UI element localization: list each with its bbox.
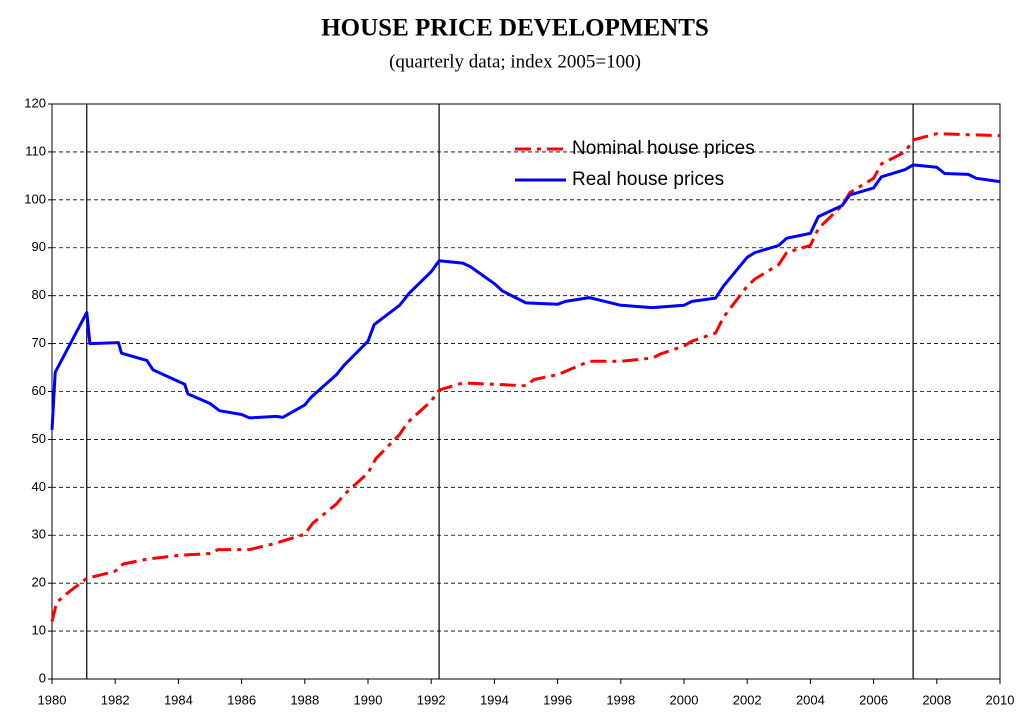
chart-title: HOUSE PRICE DEVELOPMENTS: [321, 15, 709, 42]
y-tick-label: 80: [32, 287, 46, 302]
series-line: [50, 163, 1001, 430]
x-tick-label: 1998: [606, 692, 635, 707]
y-tick-label: 60: [32, 383, 46, 398]
x-tick-label: 1982: [101, 692, 130, 707]
x-tick-label: 2000: [670, 692, 699, 707]
y-tick-label: 20: [32, 575, 46, 590]
x-tick-label: 1990: [354, 692, 383, 707]
x-tick-label: 1994: [480, 692, 509, 707]
y-tick-label: 50: [32, 431, 46, 446]
x-tick-label: 1988: [290, 692, 319, 707]
legend-label: Nominal house prices: [572, 138, 755, 159]
x-tick-label: 1992: [417, 692, 446, 707]
y-tick-label: 110: [25, 143, 46, 158]
y-tick-label: 70: [32, 335, 46, 350]
x-tick-label: 2002: [733, 692, 762, 707]
y-tick-label: 0: [39, 670, 46, 685]
y-tick-label: 40: [32, 479, 46, 494]
x-tick-label: 1984: [164, 692, 193, 707]
x-tick-label: 1980: [38, 692, 67, 707]
x-tick-label: 1986: [227, 692, 256, 707]
x-tick-label: 1996: [543, 692, 572, 707]
y-tick-label: 120: [24, 95, 46, 110]
x-tick-label: 2006: [859, 692, 888, 707]
y-tick-label: 30: [32, 527, 46, 542]
y-tick-label: 90: [32, 239, 46, 254]
x-tick-label: 2004: [796, 692, 825, 707]
x-tick-label: 2010: [986, 692, 1015, 707]
plot-border: [51, 103, 1001, 680]
y-tick-label: 10: [32, 623, 46, 638]
series-line: [50, 132, 1001, 622]
x-tick-label: 2008: [922, 692, 951, 707]
chart-subtitle: (quarterly data; index 2005=100): [389, 51, 641, 72]
legend-label: Real house prices: [572, 169, 724, 190]
y-tick-label: 100: [24, 191, 46, 206]
